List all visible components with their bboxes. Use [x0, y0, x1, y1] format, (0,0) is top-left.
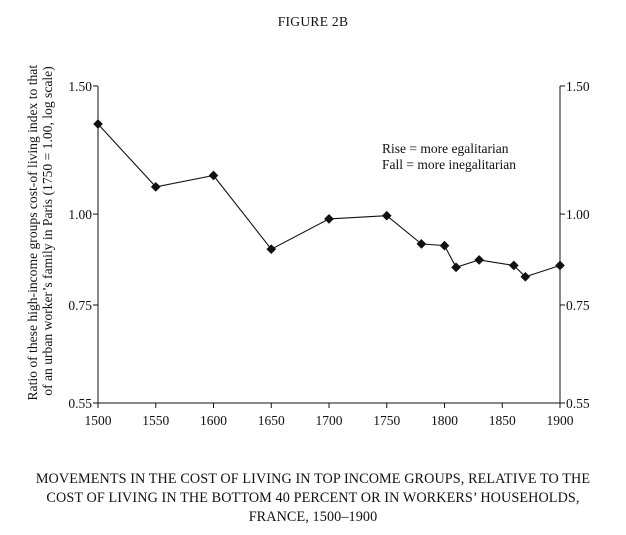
- x-tick-label: 1700: [316, 413, 343, 428]
- chart-title: FIGURE 2B: [278, 14, 349, 29]
- x-tick-label: 1650: [258, 413, 285, 428]
- y-tick-label-right: 1.50: [566, 79, 590, 94]
- annotation-rise: Rise = more egalitarian: [382, 141, 509, 156]
- y-tick-label-right: 0.55: [566, 396, 590, 411]
- x-tick-label: 1500: [85, 413, 112, 428]
- y-axis-label-line-1: Ratio of these high-income groups cost-o…: [25, 65, 40, 401]
- x-tick-label: 1550: [142, 413, 169, 428]
- y-tick-label-left: 1.00: [68, 207, 92, 222]
- caption-line-1: MOVEMENTS IN THE COST OF LIVING IN TOP I…: [35, 471, 591, 487]
- data-point-marker: [266, 244, 277, 255]
- caption-line-2: COST OF LIVING IN THE BOTTOM 40 PERCENT …: [46, 490, 580, 506]
- data-point-marker: [381, 210, 392, 221]
- ticks: 1500 1550 1600 1650 1700 1750 1800 1850 1900 1.50…: [68, 79, 590, 428]
- data-point-marker: [474, 254, 485, 265]
- y-tick-label-left: 0.55: [68, 396, 92, 411]
- y-tick-label-right: 0.75: [566, 298, 590, 313]
- y-axis-label-line-2: of an urban worker’s family in Paris (17…: [40, 66, 56, 395]
- x-tick-label: 1750: [373, 413, 400, 428]
- x-tick-label: 1900: [547, 413, 574, 428]
- data-point-marker: [208, 170, 219, 181]
- figure-caption: MOVEMENTS IN THE COST OF LIVING IN TOP I…: [0, 470, 626, 527]
- data-point-marker: [555, 260, 565, 271]
- axes: [97, 86, 561, 404]
- data-point-marker: [451, 262, 462, 273]
- data-point-marker: [439, 240, 450, 251]
- data-point-marker: [508, 260, 519, 271]
- series: [93, 119, 565, 282]
- x-tick-label: 1600: [200, 413, 227, 428]
- x-tick-label: 1800: [431, 413, 458, 428]
- data-point-marker: [416, 238, 427, 249]
- caption-line-3: FRANCE, 1500–1900: [248, 509, 378, 525]
- y-axis-label: Ratio of these high-income groups cost-o…: [25, 61, 56, 400]
- data-point-marker: [520, 271, 531, 282]
- data-point-marker: [150, 181, 161, 192]
- y-tick-label-right: 1.00: [566, 207, 590, 222]
- y-tick-label-left: 0.75: [68, 298, 92, 313]
- x-tick-label: 1850: [489, 413, 516, 428]
- annotation-fall: Fall = more inegalitarian: [382, 157, 516, 172]
- data-point-marker: [324, 213, 334, 224]
- y-tick-label-left: 1.50: [68, 79, 92, 94]
- data-point-marker: [93, 119, 103, 129]
